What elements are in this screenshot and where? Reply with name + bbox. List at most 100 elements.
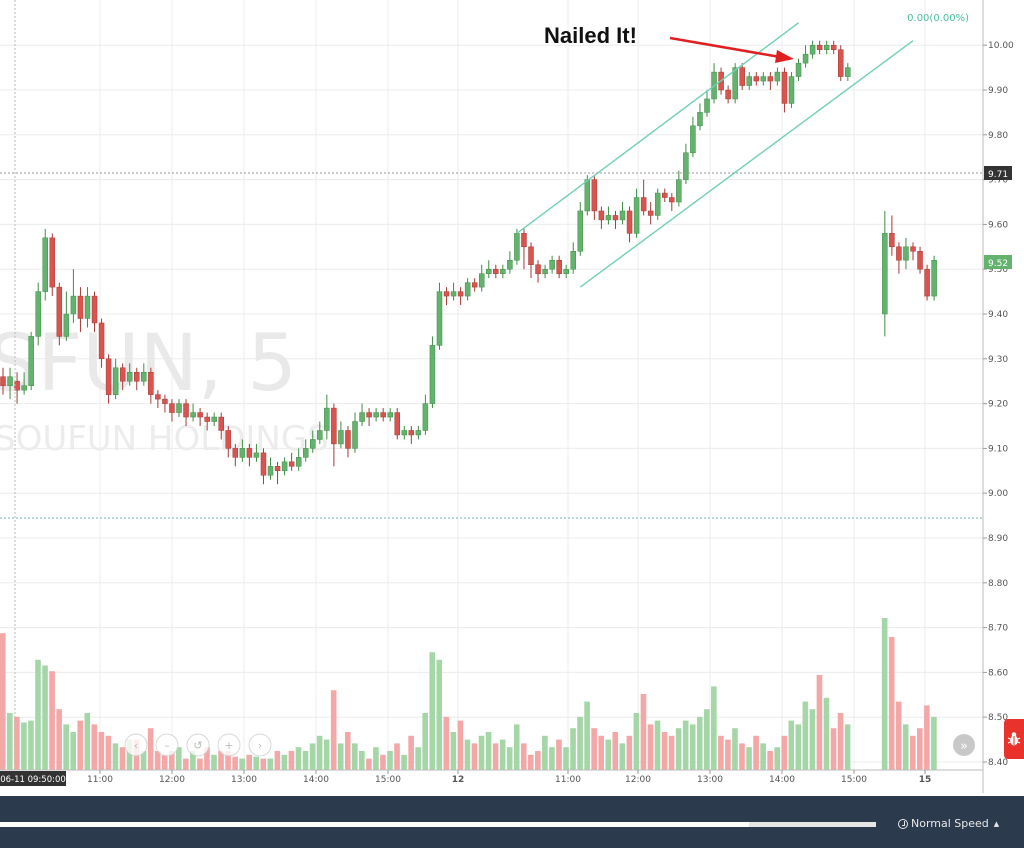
candle-body <box>478 273 485 288</box>
candle-body <box>401 430 408 436</box>
volume-bar <box>492 743 499 770</box>
candle <box>647 202 654 225</box>
channel-upper-line[interactable] <box>516 22 799 234</box>
volume-bar <box>380 754 386 770</box>
watermark: SFUN, 5 SOUFUN HOLDINGS <box>0 319 329 459</box>
candle <box>267 457 274 480</box>
candle <box>739 63 745 90</box>
candle-body <box>802 53 809 64</box>
candle-body <box>155 394 161 400</box>
volume-bar <box>77 720 84 770</box>
candle <box>394 408 400 440</box>
candle <box>317 421 323 444</box>
candle-body <box>176 403 182 413</box>
candle-body <box>436 291 443 346</box>
candle-body <box>746 76 752 86</box>
volume-bar <box>373 747 379 770</box>
change-label: 0.00(0.00%) <box>907 13 969 24</box>
price-tick-label: 9.60 <box>988 220 1008 230</box>
candle <box>63 291 70 341</box>
candle-body <box>331 407 337 445</box>
candle-body <box>732 67 738 100</box>
candle-body <box>697 112 703 127</box>
candle <box>84 287 91 328</box>
volume-bar <box>513 724 520 770</box>
candle <box>366 408 372 426</box>
candle <box>669 193 675 211</box>
volume-bar <box>154 751 161 770</box>
replay-bar: Normal Speed ▲ <box>0 796 1024 848</box>
candle-body <box>917 251 923 270</box>
candle <box>528 242 534 279</box>
volume-bar <box>302 751 309 770</box>
price-chart[interactable]: SFUN, 5 SOUFUN HOLDINGS Nailed It! 0.00(… <box>0 0 1024 796</box>
volume-bar <box>661 732 668 770</box>
candle-body <box>42 237 48 292</box>
bug-report-button[interactable] <box>1004 719 1024 759</box>
candle-body <box>823 44 830 50</box>
candle <box>126 363 133 386</box>
candle-body <box>7 376 13 386</box>
nav-button[interactable]: + <box>217 733 241 757</box>
volume-bar <box>746 747 752 770</box>
time-tick-label: 13:00 <box>231 775 257 785</box>
scroll-right-button[interactable]: » <box>953 734 975 756</box>
annotation[interactable]: Nailed It! <box>544 23 794 63</box>
candle <box>134 367 140 391</box>
time-tick-label: 12:00 <box>625 775 651 785</box>
candle <box>845 63 851 82</box>
channel-lower-line[interactable] <box>579 40 914 288</box>
candle <box>556 255 562 279</box>
candle-body <box>570 251 576 270</box>
volume-bar <box>767 751 773 770</box>
volume-bar <box>902 724 909 770</box>
price-tick-label: 8.50 <box>988 713 1008 723</box>
candle-body <box>218 416 224 431</box>
candle <box>162 394 168 413</box>
candle-body <box>274 466 281 472</box>
volume-bar <box>288 751 295 770</box>
candle <box>169 399 175 422</box>
volume-bar <box>352 743 358 770</box>
candle-body <box>415 430 422 436</box>
volume-bar <box>732 728 738 770</box>
candle-body <box>605 215 612 221</box>
volume-bar <box>816 675 823 770</box>
candle <box>443 287 450 306</box>
candle-body <box>190 412 196 418</box>
volume-bar <box>753 735 759 770</box>
nav-button-icon: ↺ <box>193 739 202 752</box>
speed-selector[interactable]: Normal Speed ▲ <box>898 817 999 830</box>
candle <box>457 287 464 306</box>
candle <box>7 367 13 400</box>
annotation-arrow-head <box>775 50 794 63</box>
speed-label: Normal Speed <box>911 817 989 830</box>
candle-body <box>788 76 795 104</box>
candle-body <box>809 44 816 55</box>
candle-body <box>690 125 696 153</box>
candle <box>359 403 365 426</box>
candle-body <box>457 291 464 297</box>
candle-body <box>281 461 288 472</box>
candle <box>725 85 731 104</box>
volume-bar <box>211 754 217 770</box>
nav-button[interactable]: ‹ <box>124 733 148 757</box>
volume-bar <box>105 735 112 770</box>
candle-body <box>232 448 239 458</box>
volume-bar <box>190 751 196 770</box>
candle <box>612 210 619 229</box>
volume-bar <box>28 720 34 770</box>
candle-body <box>204 416 210 422</box>
nav-button[interactable]: ↺ <box>186 733 210 757</box>
nav-button[interactable]: – <box>155 733 179 757</box>
candle-body <box>760 76 767 82</box>
candle-body <box>91 295 98 324</box>
price-tick-label: 9.10 <box>988 444 1008 454</box>
candle-body <box>77 295 84 319</box>
volume-bar <box>168 751 175 770</box>
nav-button[interactable]: › <box>248 733 272 757</box>
volume-bar <box>35 659 41 770</box>
candle <box>619 202 626 225</box>
replay-progress-track[interactable] <box>0 822 876 827</box>
trend-channel[interactable] <box>516 22 914 288</box>
